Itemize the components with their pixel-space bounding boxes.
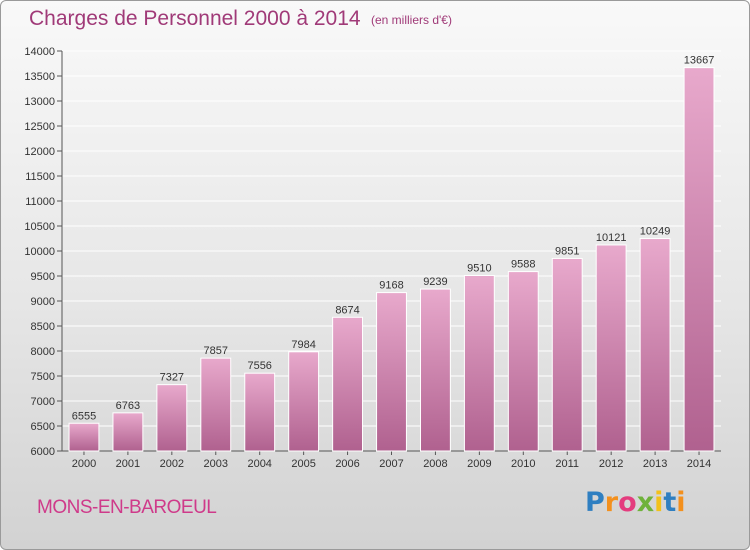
data-label-2009: 9510 xyxy=(467,263,491,275)
data-label-2002: 7327 xyxy=(160,372,184,384)
proxiti-logo: Proxiti xyxy=(585,487,686,518)
x-tick-label-2000: 2000 xyxy=(72,458,96,470)
x-tick-label-2007: 2007 xyxy=(379,458,403,470)
x-tick-label-2009: 2009 xyxy=(467,458,491,470)
x-tick-label-2013: 2013 xyxy=(643,458,667,470)
bar-2009 xyxy=(463,275,495,452)
bar-2005 xyxy=(288,351,320,452)
axes: 6000 6500 7000 7500 8000 8500 9000 9500 10000 105… xyxy=(24,46,721,470)
y-tick-label: 6000 xyxy=(31,446,55,458)
y-tick-label: 13000 xyxy=(24,96,55,108)
x-tick-label-2010: 2010 xyxy=(511,458,535,470)
y-tick-label: 13500 xyxy=(24,71,55,83)
logo-letter: t xyxy=(663,487,677,518)
data-label-2008: 9239 xyxy=(423,276,447,288)
chart-unit-label: (en milliers d'€) xyxy=(371,13,452,27)
bar-2003 xyxy=(200,357,232,452)
bar-2008 xyxy=(419,288,451,452)
y-tick-label: 12500 xyxy=(24,121,55,133)
logo-letter: i xyxy=(676,487,686,518)
data-label-2014: 13667 xyxy=(684,55,715,67)
data-label-2011: 9851 xyxy=(555,245,579,257)
y-tick-label: 7500 xyxy=(31,371,55,383)
bar-2001 xyxy=(112,412,144,452)
x-tick-label-2011: 2011 xyxy=(555,458,579,470)
bar-2011 xyxy=(551,257,583,452)
chart-title: Charges de Personnel 2000 à 2014 xyxy=(29,7,361,30)
bar-2013 xyxy=(639,238,671,452)
y-tick-label: 6500 xyxy=(31,421,55,433)
y-tick-label: 10500 xyxy=(24,221,55,233)
x-tick-label-2002: 2002 xyxy=(160,458,184,470)
y-tick-label: 8500 xyxy=(31,321,55,333)
logo-letter: P xyxy=(585,487,605,518)
data-label-2003: 7857 xyxy=(204,345,228,357)
data-label-2010: 9588 xyxy=(511,259,535,271)
data-label-2001: 6763 xyxy=(116,400,140,412)
y-tick-label: 14000 xyxy=(24,46,55,58)
x-tick-label-2006: 2006 xyxy=(335,458,359,470)
bar-2014 xyxy=(683,67,715,452)
x-tick-label-2014: 2014 xyxy=(687,458,711,470)
y-tick-label: 12000 xyxy=(24,146,55,158)
commune-name: MONS-EN-BAROEUL xyxy=(37,497,217,518)
bar-2000 xyxy=(68,422,100,452)
bar-2002 xyxy=(156,384,188,452)
x-tick-label-2003: 2003 xyxy=(204,458,228,470)
logo-letter: r xyxy=(604,487,619,518)
data-label-2006: 8674 xyxy=(335,304,359,316)
data-label-2012: 10121 xyxy=(596,232,627,244)
data-labels: 6555 6763 7327 7857 7556 7984 8674 9168 9239 9510… xyxy=(72,55,715,423)
x-tick-label-2004: 2004 xyxy=(247,458,271,470)
y-tick-label: 7000 xyxy=(31,396,55,408)
data-label-2004: 7556 xyxy=(247,360,271,372)
y-tick-label: 9500 xyxy=(31,271,55,283)
x-tick-label-2005: 2005 xyxy=(291,458,315,470)
logo-letter: o xyxy=(618,487,637,518)
bar-2004 xyxy=(244,372,276,452)
logo-letter: i xyxy=(654,487,664,518)
x-tick-label-2001: 2001 xyxy=(116,458,140,470)
data-label-2005: 7984 xyxy=(291,339,315,351)
y-tick-label: 11000 xyxy=(25,196,55,208)
bars xyxy=(68,67,715,452)
bar-2006 xyxy=(332,316,364,452)
data-label-2000: 6555 xyxy=(72,410,96,422)
y-tick-label: 10000 xyxy=(24,246,55,258)
y-tick-label: 8000 xyxy=(31,346,55,358)
bar-2007 xyxy=(376,292,407,452)
data-label-2013: 10249 xyxy=(640,226,671,238)
bar-2012 xyxy=(595,244,627,452)
logo-letter: x xyxy=(636,487,655,518)
data-label-2007: 9168 xyxy=(379,280,403,292)
x-tick-label-2008: 2008 xyxy=(423,458,447,470)
y-tick-label: 11500 xyxy=(25,171,55,183)
x-tick-label-2012: 2012 xyxy=(599,458,623,470)
bar-2010 xyxy=(507,271,539,452)
y-tick-label: 9000 xyxy=(31,296,55,308)
